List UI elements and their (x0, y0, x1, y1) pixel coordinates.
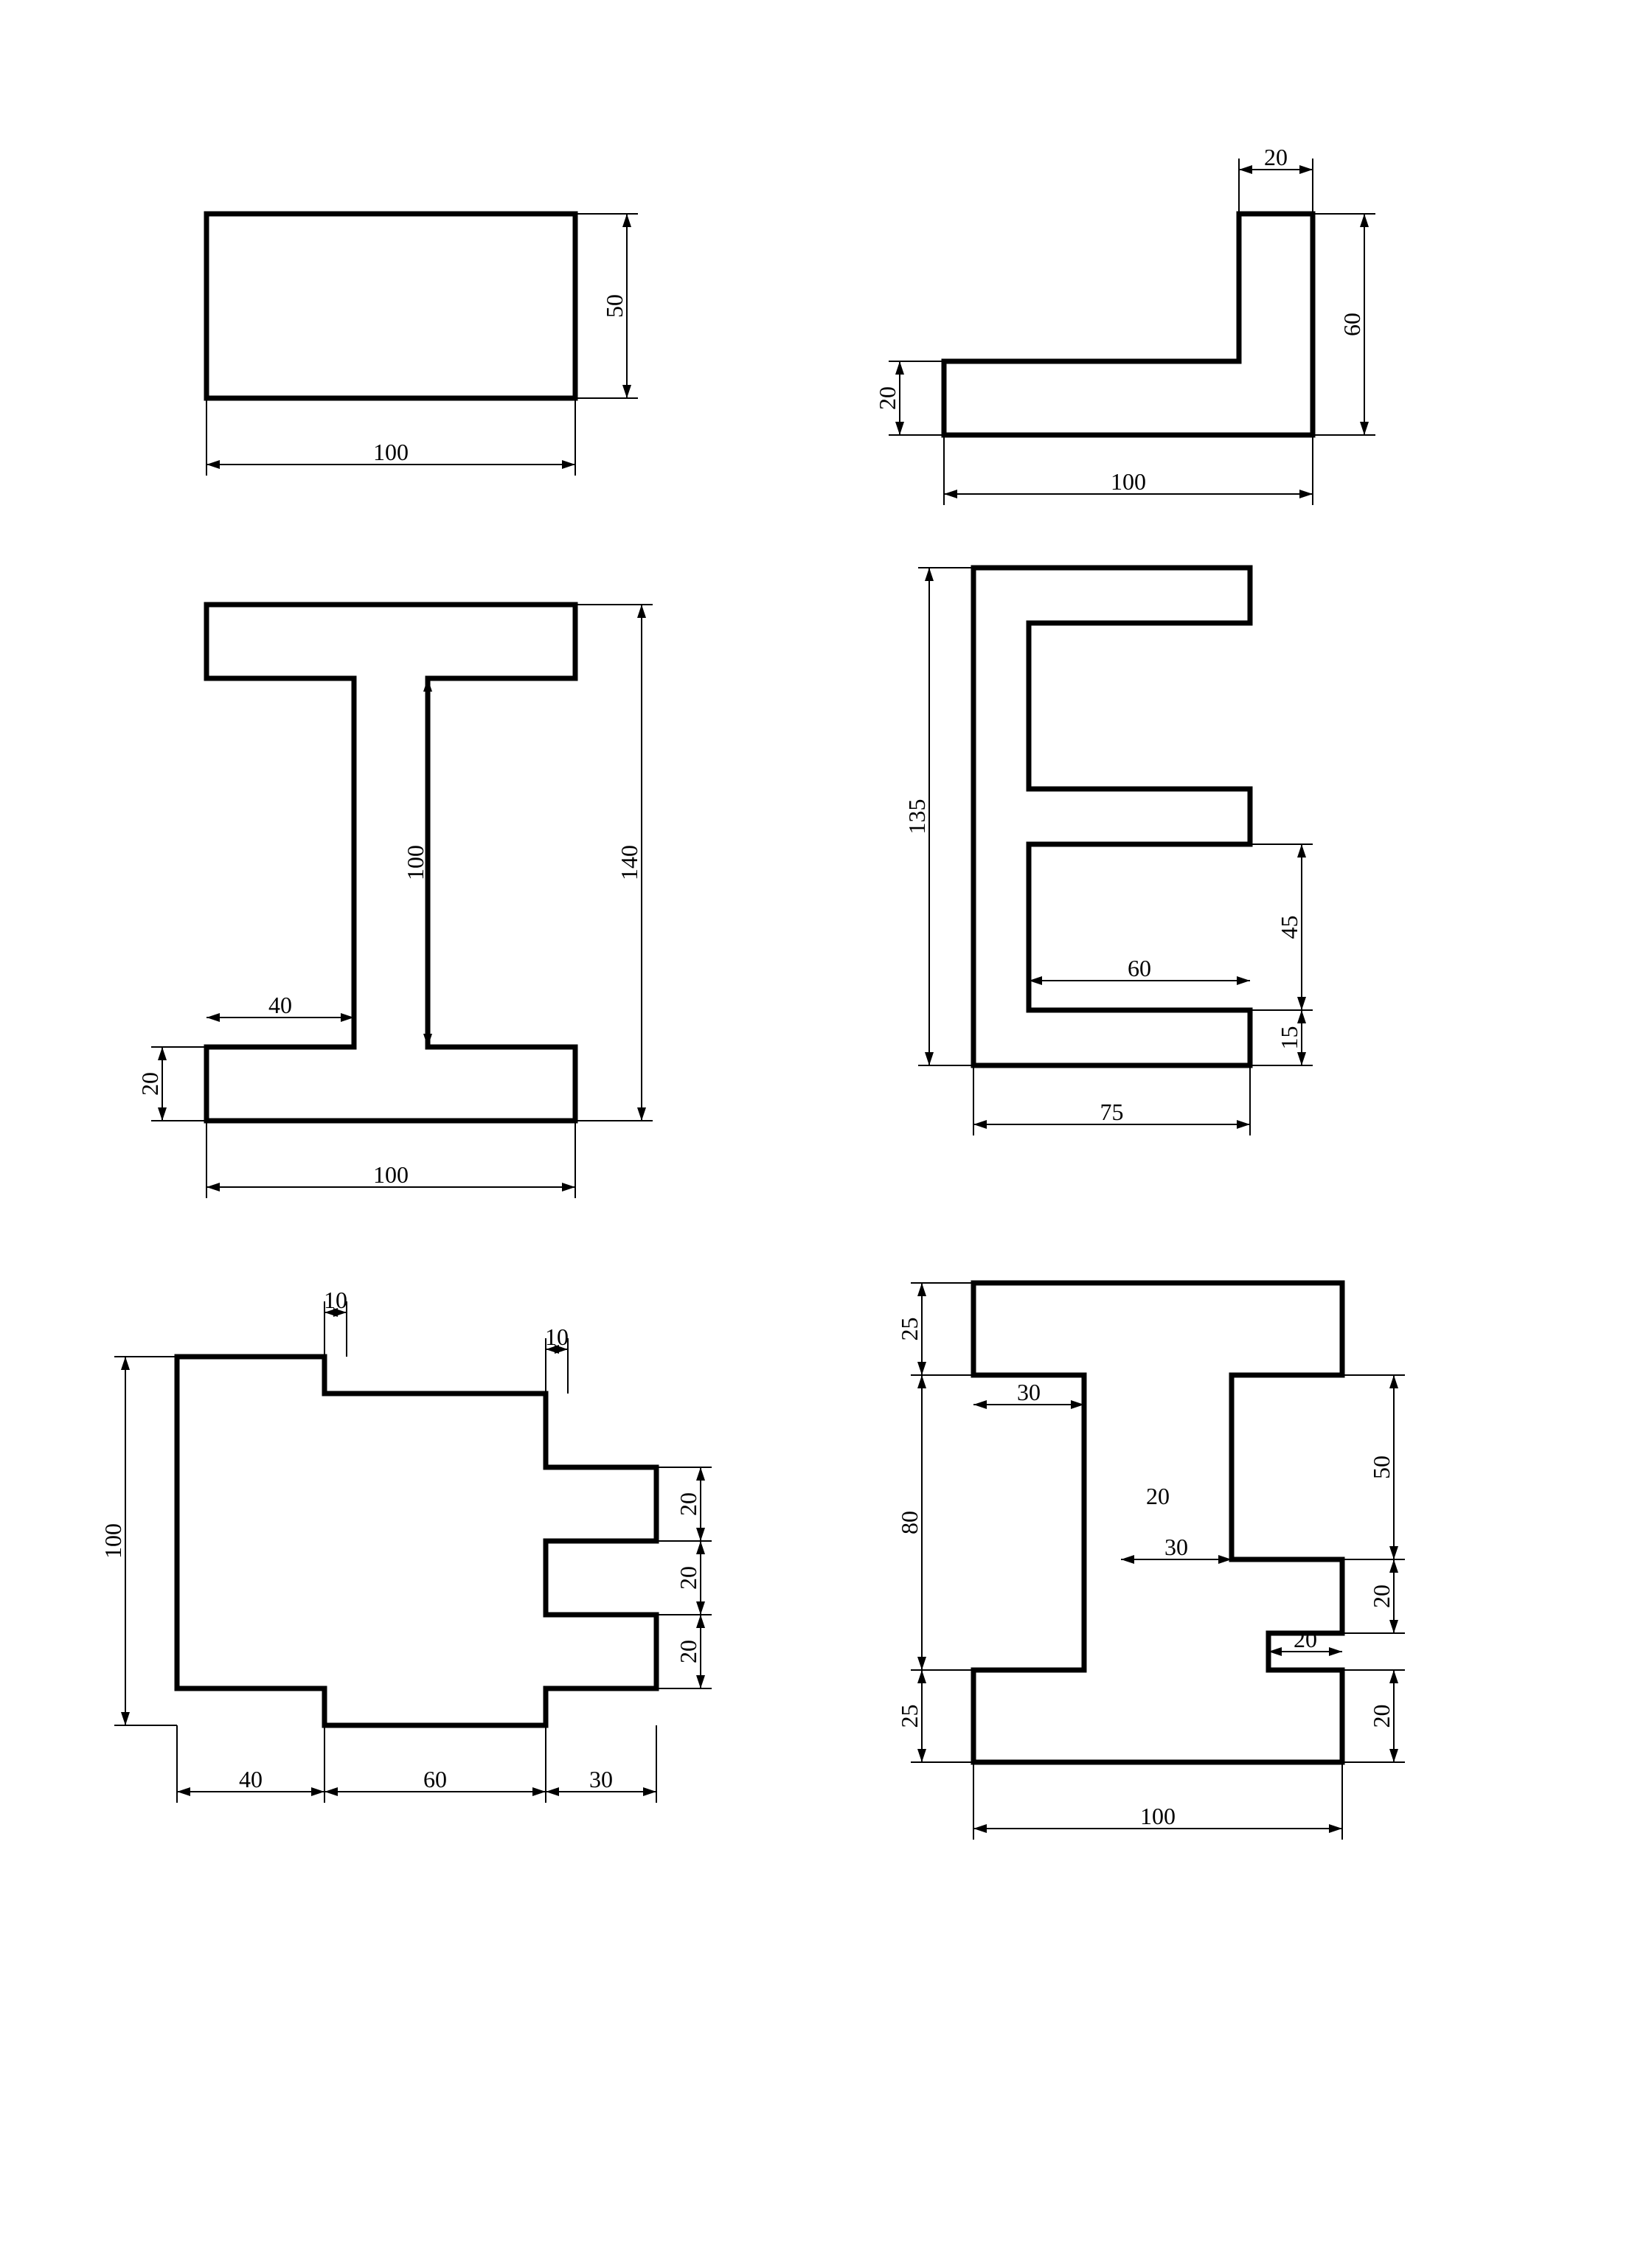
svg-text:20: 20 (874, 386, 900, 410)
svg-text:80: 80 (896, 1511, 923, 1534)
svg-text:20: 20 (675, 1640, 701, 1663)
svg-text:25: 25 (896, 1705, 923, 1728)
svg-text:60: 60 (1128, 955, 1151, 981)
svg-text:100: 100 (100, 1523, 126, 1559)
svg-text:20: 20 (1368, 1705, 1395, 1728)
svg-text:100: 100 (373, 439, 409, 465)
svg-text:20: 20 (1294, 1626, 1317, 1652)
svg-text:20: 20 (136, 1072, 163, 1096)
svg-text:10: 10 (324, 1287, 347, 1313)
svg-text:50: 50 (601, 294, 628, 318)
svg-text:60: 60 (1339, 313, 1365, 336)
svg-text:60: 60 (423, 1766, 447, 1792)
svg-text:30: 30 (1017, 1379, 1041, 1405)
svg-text:100: 100 (1111, 468, 1146, 495)
svg-text:20: 20 (1368, 1585, 1395, 1608)
svg-text:20: 20 (675, 1492, 701, 1516)
svg-text:40: 40 (268, 992, 292, 1018)
svg-text:135: 135 (903, 799, 930, 835)
svg-text:100: 100 (373, 1161, 409, 1188)
svg-text:10: 10 (545, 1323, 569, 1350)
svg-text:15: 15 (1276, 1026, 1302, 1050)
svg-text:45: 45 (1276, 916, 1302, 939)
svg-text:40: 40 (239, 1766, 263, 1792)
svg-text:75: 75 (1100, 1099, 1124, 1125)
svg-text:50: 50 (1368, 1455, 1395, 1479)
svg-text:20: 20 (1146, 1483, 1170, 1509)
svg-text:20: 20 (1264, 144, 1288, 170)
svg-text:100: 100 (1140, 1803, 1176, 1829)
svg-text:140: 140 (616, 845, 642, 880)
svg-text:25: 25 (896, 1318, 923, 1341)
svg-text:100: 100 (402, 845, 428, 880)
svg-text:20: 20 (675, 1566, 701, 1590)
svg-text:30: 30 (1164, 1534, 1188, 1560)
technical-drawing: 100 50 20 100 60 20 100 40 140 100 20 75 60 135 45 15 40… (0, 0, 1649, 2268)
svg-text:30: 30 (589, 1766, 613, 1792)
